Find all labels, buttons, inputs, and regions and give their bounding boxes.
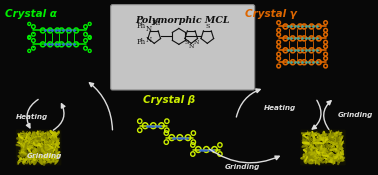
Text: N: N xyxy=(189,44,194,49)
Text: Ph: Ph xyxy=(152,19,161,27)
Text: S: S xyxy=(205,24,209,29)
Text: Crystal β: Crystal β xyxy=(143,95,195,105)
Text: Grinding: Grinding xyxy=(338,112,373,118)
Text: Polymorphic MCL: Polymorphic MCL xyxy=(135,16,230,24)
FancyBboxPatch shape xyxy=(111,5,255,90)
Text: N: N xyxy=(146,36,152,44)
Text: Crystal α: Crystal α xyxy=(5,9,57,19)
Text: Ph: Ph xyxy=(136,23,146,30)
Text: N: N xyxy=(146,26,152,33)
Text: Heating: Heating xyxy=(264,105,296,111)
Text: Heating: Heating xyxy=(16,114,48,120)
Text: S: S xyxy=(184,40,189,45)
Text: Grinding: Grinding xyxy=(26,153,62,159)
Text: N: N xyxy=(193,40,198,45)
Text: Ph: Ph xyxy=(136,38,146,46)
Text: Crystal γ: Crystal γ xyxy=(245,9,297,19)
FancyBboxPatch shape xyxy=(16,130,61,165)
Text: Grinding: Grinding xyxy=(225,164,260,170)
FancyBboxPatch shape xyxy=(300,130,346,165)
